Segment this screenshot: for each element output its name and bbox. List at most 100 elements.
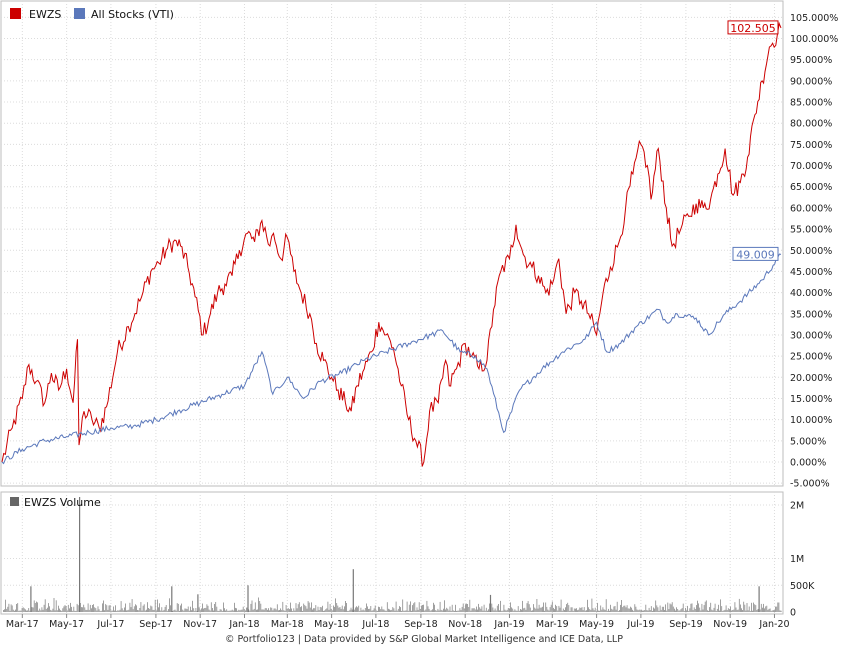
volume-bar xyxy=(67,604,69,612)
volume-bar xyxy=(586,610,587,612)
volume-bar xyxy=(720,599,721,612)
legend-swatch-ewzs xyxy=(10,8,21,19)
volume-bar xyxy=(493,610,495,612)
volume-bar xyxy=(513,610,515,612)
volume-bar xyxy=(276,604,278,612)
volume-bar xyxy=(203,608,204,612)
volume-bar xyxy=(369,608,371,612)
volume-bar xyxy=(405,610,407,612)
volume-bar xyxy=(468,607,470,612)
volume-bar xyxy=(270,607,272,612)
volume-bar xyxy=(608,608,609,612)
volume-bar xyxy=(740,604,741,612)
volume-bar xyxy=(478,603,479,612)
volume-bar xyxy=(137,610,138,612)
volume-bar xyxy=(271,607,273,612)
volume-bar xyxy=(543,602,544,612)
volume-bar xyxy=(99,610,101,612)
volume-bar xyxy=(712,610,714,612)
volume-bar xyxy=(109,605,111,612)
volume-bar xyxy=(395,601,397,612)
volume-bar xyxy=(84,607,86,612)
volume-bar xyxy=(480,608,482,612)
volume-bar xyxy=(139,608,141,612)
volume-bar xyxy=(85,609,87,612)
volume-bar xyxy=(39,608,41,612)
volume-y-tick-label: 1M xyxy=(790,554,804,565)
volume-bar xyxy=(424,610,426,612)
volume-bar xyxy=(199,610,201,612)
series-lines xyxy=(1,21,782,467)
volume-bar xyxy=(528,604,530,612)
volume-bar xyxy=(698,603,699,612)
volume-bar xyxy=(512,608,514,612)
volume-bar xyxy=(212,608,213,612)
volume-bar xyxy=(473,608,475,612)
volume-bar xyxy=(459,608,461,612)
volume-bar xyxy=(66,610,68,612)
volume-bar xyxy=(73,606,75,612)
volume-bar xyxy=(502,610,504,612)
volume-y-axis: 0 500K 1M 2M xyxy=(790,501,815,619)
volume-bar xyxy=(151,606,153,612)
volume-bar xyxy=(296,608,298,612)
volume-bar xyxy=(655,600,657,612)
volume-bar xyxy=(551,601,553,612)
volume-bar xyxy=(261,609,263,612)
volume-bar xyxy=(309,607,311,612)
volume-bar xyxy=(259,601,261,612)
volume-bar xyxy=(114,610,115,612)
volume-bar xyxy=(301,606,302,612)
volume-bar xyxy=(625,607,627,612)
volume-bar xyxy=(545,602,547,612)
volume-bar xyxy=(129,602,131,612)
volume-bar xyxy=(312,609,313,612)
volume-bar xyxy=(697,600,698,612)
volume-bar xyxy=(672,606,674,612)
volume-bar xyxy=(647,610,649,612)
volume-bar xyxy=(60,610,61,612)
volume-bar xyxy=(180,605,181,612)
volume-bar xyxy=(729,609,730,612)
volume-bar xyxy=(638,609,640,612)
volume-bar xyxy=(619,610,620,612)
volume-bar xyxy=(460,610,462,612)
volume-bar xyxy=(372,610,374,612)
volume-bar xyxy=(492,607,494,612)
volume-bar xyxy=(483,604,485,612)
volume-bar xyxy=(160,610,162,612)
volume-spike-bar xyxy=(352,569,354,612)
volume-bar xyxy=(209,610,211,612)
volume-bar xyxy=(621,600,622,612)
volume-bar xyxy=(223,602,224,612)
volume-bar xyxy=(715,610,717,612)
volume-bar xyxy=(32,607,34,612)
volume-legend-label: EWZS Volume xyxy=(24,496,101,509)
volume-bar xyxy=(291,608,292,612)
volume-bar xyxy=(3,610,4,612)
volume-bar xyxy=(236,608,237,612)
volume-bar xyxy=(438,610,440,612)
volume-bar xyxy=(77,605,79,612)
volume-bar xyxy=(527,601,529,612)
volume-bar xyxy=(422,605,423,612)
volume-bar xyxy=(300,607,301,612)
volume-bar xyxy=(484,610,486,612)
volume-bar xyxy=(307,601,309,612)
volume-bar xyxy=(406,601,408,612)
volume-bar xyxy=(371,610,373,612)
volume-bar xyxy=(373,608,375,612)
volume-bar xyxy=(188,610,190,612)
volume-bar xyxy=(676,607,677,612)
volume-bar xyxy=(587,599,588,612)
volume-bar xyxy=(280,608,281,612)
volume-bar xyxy=(466,603,467,612)
end-label-vti-box xyxy=(732,246,779,261)
volume-bar xyxy=(450,610,452,612)
volume-bar xyxy=(108,605,110,612)
volume-bar xyxy=(582,610,584,612)
volume-bar xyxy=(285,605,287,612)
volume-bar xyxy=(517,606,519,612)
volume-bar xyxy=(142,605,144,612)
volume-bar xyxy=(325,609,327,612)
